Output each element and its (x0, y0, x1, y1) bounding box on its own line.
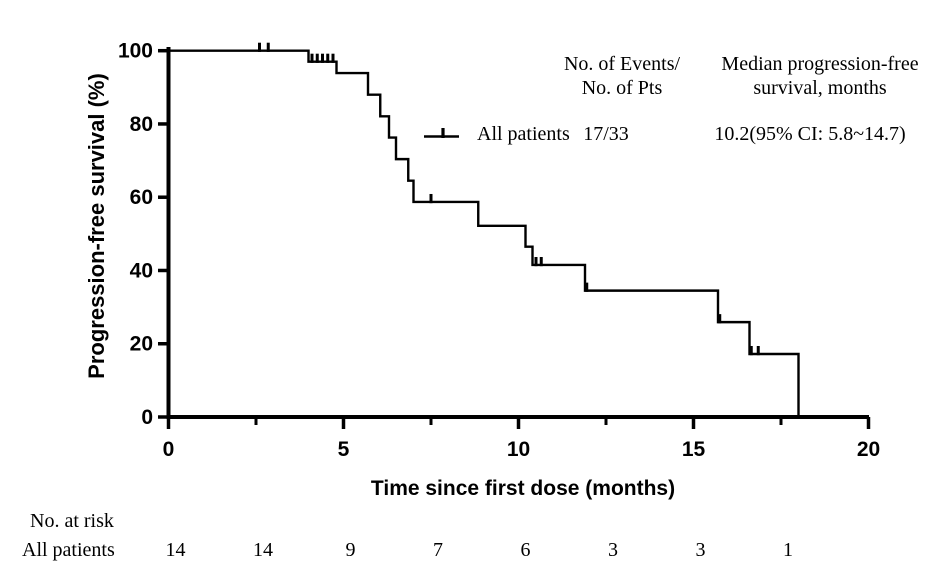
legend-km-marker (424, 128, 459, 138)
x-tick-label: 15 (682, 438, 706, 461)
y-tick-label: 100 (118, 40, 153, 63)
risk-count: 6 (521, 539, 531, 561)
y-tick-label: 80 (130, 113, 153, 136)
survival-curve-all-patients (168, 49, 800, 417)
legend-series-label: All patients (477, 123, 570, 145)
risk-table-title: No. at risk (30, 510, 114, 532)
y-tick-label: 60 (130, 186, 153, 209)
x-tick-label: 10 (507, 438, 530, 461)
y-tick-label: 0 (141, 406, 153, 429)
risk-table-row-label: All patients (22, 539, 115, 561)
y-axis-title: Progression-free survival (%) (84, 73, 109, 379)
risk-count: 3 (696, 539, 706, 561)
legend-header-median: Median progression-free survival, months (721, 52, 918, 100)
x-tick-label: 20 (857, 438, 880, 461)
x-tick-labels: 0 5 10 15 20 (163, 438, 881, 461)
censor-marks (258, 42, 760, 356)
risk-count: 1 (783, 539, 793, 561)
legend-median-value: 10.2(95% CI: 5.8~14.7) (714, 123, 906, 145)
risk-count: 14 (166, 539, 186, 561)
x-axis-title: Time since first dose (months) (370, 477, 676, 500)
risk-count: 14 (253, 539, 273, 561)
risk-count: 3 (608, 539, 618, 561)
risk-count: 7 (433, 539, 443, 561)
x-tick-label: 0 (163, 438, 175, 461)
legend-header-median-line1: Median progression-free (721, 53, 919, 75)
legend-events-value: 17/33 (583, 123, 629, 145)
axes (158, 47, 871, 429)
legend-header-events-line2: No. of Pts (581, 77, 663, 99)
risk-table-values: 14 14 9 7 6 3 3 1 (166, 539, 794, 561)
risk-count: 9 (346, 539, 356, 561)
y-tick-label: 20 (130, 333, 153, 356)
y-tick-label: 40 (130, 259, 153, 282)
legend-header-events-line1: No. of Events/ (563, 53, 681, 75)
x-tick-label: 5 (338, 438, 350, 461)
y-tick-labels: 0 20 40 60 80 100 (118, 40, 153, 429)
legend-header-events: No. of Events/ No. of Pts (564, 52, 680, 100)
legend-header-median-line2: survival, months (753, 77, 887, 99)
